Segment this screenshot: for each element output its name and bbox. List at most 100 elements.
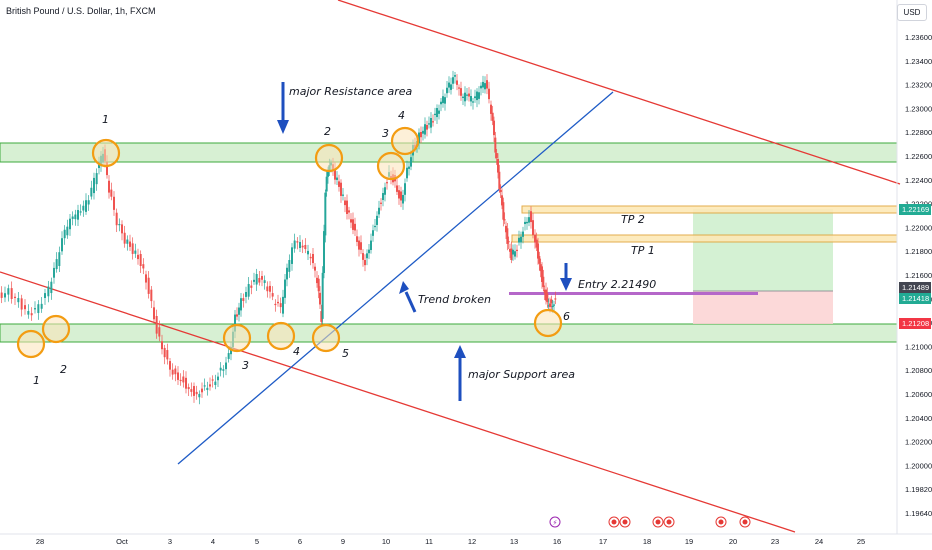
candle <box>206 387 209 390</box>
candle <box>448 82 450 88</box>
time-tick-label: 16 <box>553 537 561 546</box>
lightning-event-icon[interactable]: ⚡ <box>549 516 561 528</box>
candle <box>408 166 410 169</box>
candle <box>44 293 46 299</box>
candle <box>219 367 222 371</box>
candle <box>0 292 3 298</box>
price-axis[interactable]: 1.23600 1.23400 1.23200 1.23000 1.22800 1.226… <box>905 33 932 518</box>
candle <box>299 242 301 248</box>
candle <box>386 182 388 184</box>
candle <box>20 298 23 310</box>
candle <box>549 303 551 307</box>
time-tick-label: 28 <box>36 537 44 546</box>
candle <box>261 276 263 280</box>
candle <box>512 249 514 255</box>
uk-event-icon[interactable] <box>739 516 751 528</box>
currency-button[interactable]: USD <box>897 4 927 21</box>
candle <box>137 254 139 260</box>
candle <box>474 96 476 99</box>
candle <box>307 250 309 255</box>
candle <box>123 232 126 244</box>
candle <box>384 187 386 195</box>
candle <box>346 200 348 214</box>
time-tick-label: 24 <box>815 537 823 546</box>
candle <box>255 274 258 285</box>
candle <box>364 259 366 266</box>
touch-circle <box>376 151 406 181</box>
trend-broken-arrow-icon <box>399 281 417 313</box>
price-tick-label: 1.19640 <box>905 509 932 518</box>
candle <box>334 168 336 180</box>
candle <box>460 88 462 96</box>
candle <box>382 193 384 200</box>
uk-event-icon[interactable] <box>663 516 675 528</box>
touch-circle <box>390 126 420 156</box>
candle <box>501 195 503 206</box>
candle <box>115 212 118 226</box>
us-event-icon[interactable] <box>652 516 664 528</box>
candle <box>282 296 284 314</box>
touch-circle <box>311 323 341 353</box>
candle <box>518 237 520 243</box>
candle <box>245 292 247 297</box>
candle <box>464 92 466 102</box>
time-axis[interactable]: 28 Oct 3 4 5 6 9 10 11 12 13 16 17 18 19 20 23 24 25 <box>36 537 865 546</box>
candle <box>77 210 79 220</box>
entry-line <box>509 292 758 295</box>
candle <box>34 308 36 310</box>
candle <box>319 292 321 305</box>
candle <box>404 183 406 195</box>
candle <box>524 221 526 225</box>
candle <box>61 238 63 252</box>
chart-title: British Pound / U.S. Dollar, 1h, FXCM <box>6 6 156 16</box>
candle <box>158 327 161 337</box>
candle <box>85 200 87 212</box>
candle <box>113 196 115 210</box>
loss-box <box>693 291 833 324</box>
candle <box>323 231 325 274</box>
candle <box>491 112 494 121</box>
candle <box>406 167 408 179</box>
candle <box>466 94 468 96</box>
candle <box>309 256 312 259</box>
candle <box>121 224 123 234</box>
price-tick-label: 1.22800 <box>905 128 932 137</box>
us-event-icon[interactable] <box>608 516 620 528</box>
price-badge-label: 1.21489 <box>902 283 929 292</box>
candle <box>541 266 543 282</box>
price-tick-label: 1.20400 <box>905 414 932 423</box>
candle <box>79 211 82 213</box>
candle <box>444 97 446 104</box>
touch-circle <box>266 321 296 351</box>
candle <box>456 80 458 85</box>
candle <box>234 314 236 332</box>
candle <box>95 173 98 185</box>
us-event-icon[interactable] <box>715 516 727 528</box>
candle <box>462 96 464 99</box>
candle <box>163 347 166 358</box>
candle <box>324 192 327 236</box>
candle <box>553 304 555 306</box>
candle <box>195 391 198 395</box>
candle <box>526 221 528 224</box>
candle <box>452 77 454 84</box>
uk-event-icon[interactable] <box>619 516 631 528</box>
lower-trendline <box>0 271 796 533</box>
price-tick-label: 1.23200 <box>905 81 932 90</box>
time-tick-label: 17 <box>599 537 607 546</box>
candle <box>537 243 539 259</box>
price-tick-label: 1.22000 <box>905 223 932 232</box>
candle <box>50 281 53 294</box>
candle <box>274 303 277 306</box>
candle <box>301 245 304 248</box>
candle <box>350 219 352 223</box>
candle <box>304 244 307 250</box>
bottom-touch-5: 5 <box>342 347 349 360</box>
tp2-zone <box>521 205 898 214</box>
candle <box>293 240 296 249</box>
price-badge-label: 1.21418 <box>902 294 929 303</box>
candle <box>10 288 13 299</box>
candle <box>284 279 286 298</box>
touch-circle <box>533 308 563 338</box>
